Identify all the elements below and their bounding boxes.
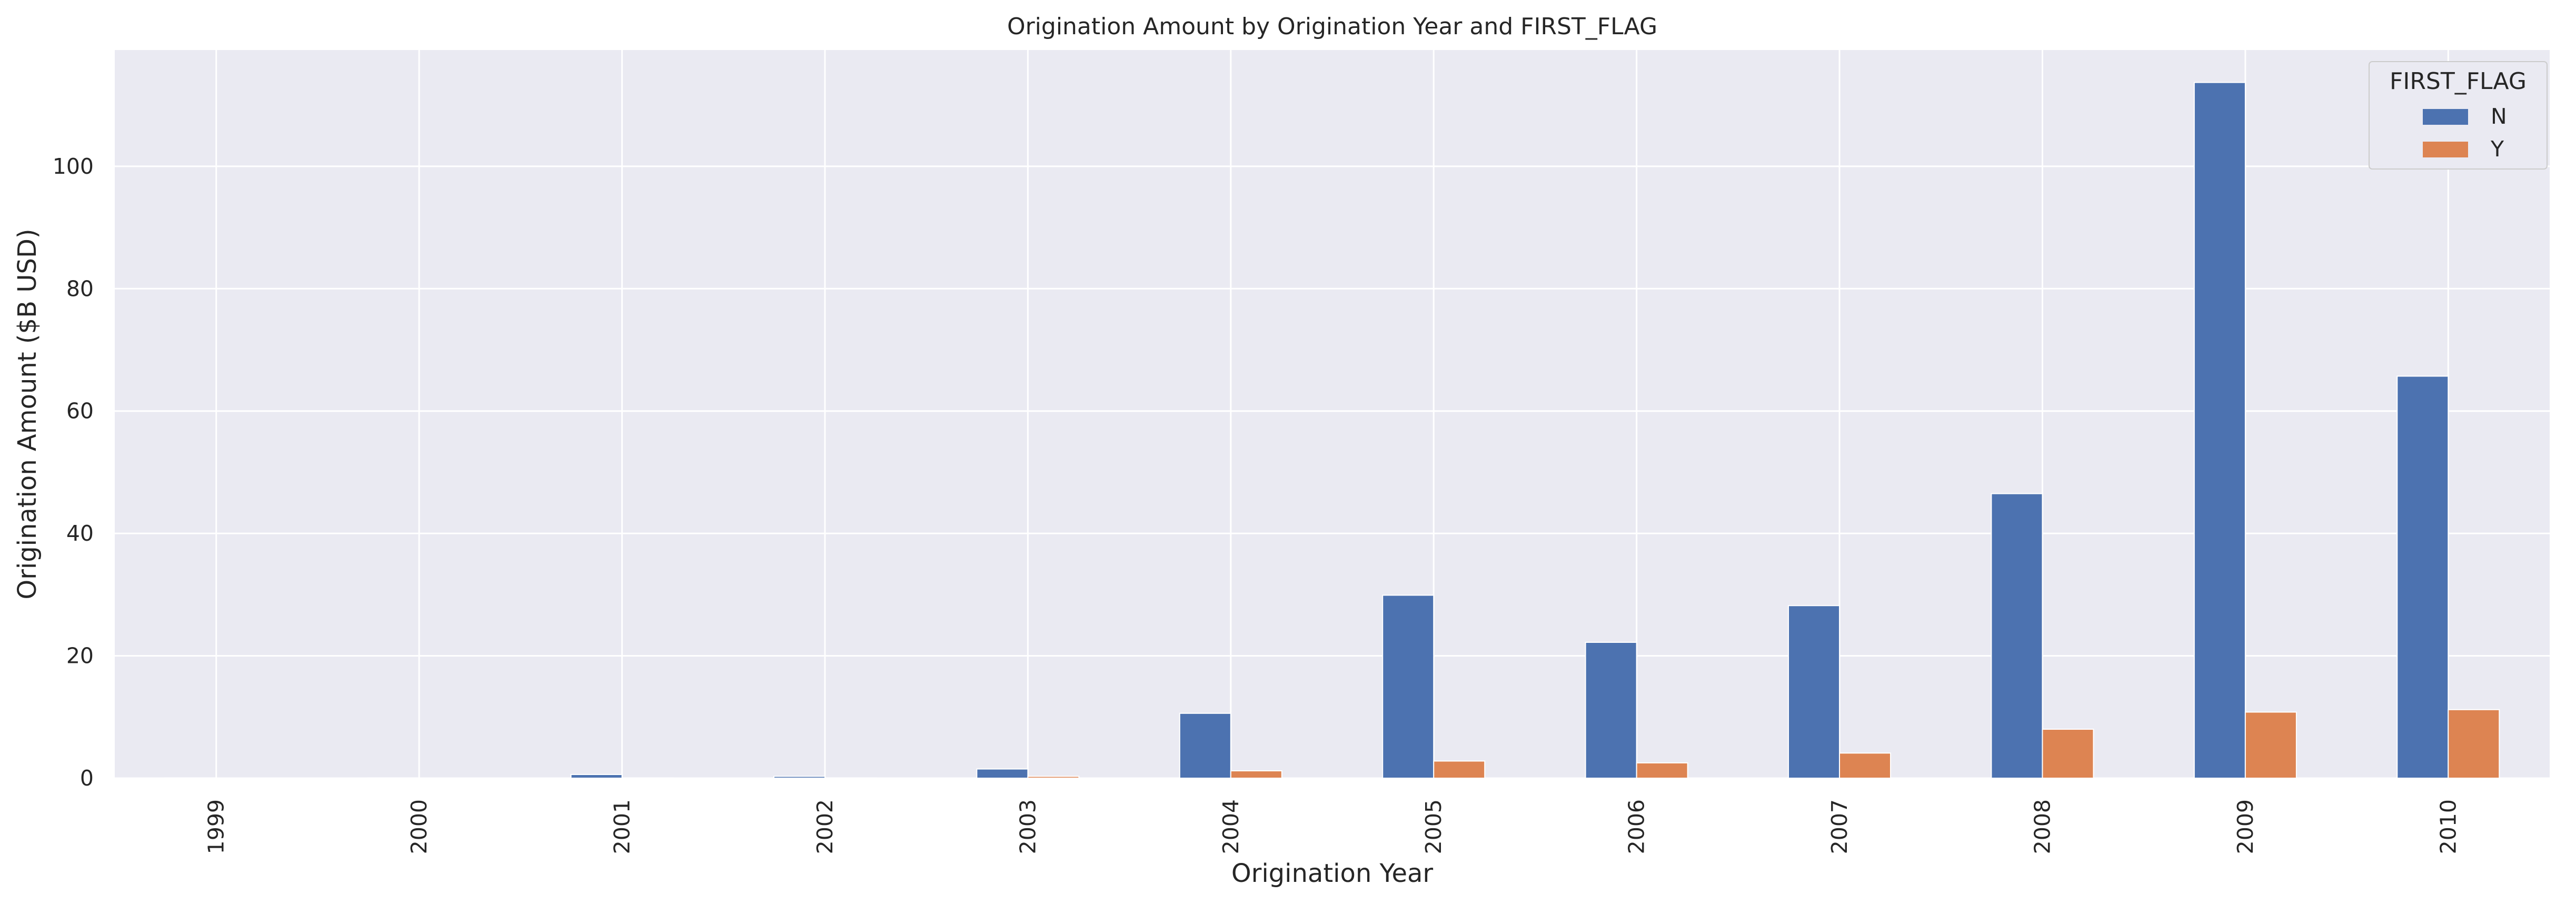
x-tick-label: 1999: [204, 799, 229, 854]
bar-N-2010: [2397, 376, 2448, 778]
y-tick-label: 80: [66, 276, 94, 301]
bar-N-2006: [1586, 642, 1637, 778]
bar-Y-2003: [1028, 777, 1079, 778]
bar-Y-2009: [2245, 712, 2296, 778]
bar-Y-2007: [1839, 753, 1891, 778]
x-axis-ticks: 1999 2000 2001 2002 2003 2004 2005 2006 2007 2008…: [204, 799, 2461, 854]
bar-Y-2004: [1231, 771, 1282, 778]
bar-N-2009: [2194, 83, 2245, 778]
plot-area: [115, 50, 2550, 778]
chart-title: Origination Amount by Origination Year a…: [1007, 13, 1657, 40]
x-tick-label: 2003: [1015, 799, 1040, 854]
bar-Y-2005: [1434, 761, 1485, 778]
x-tick-label: 2004: [1218, 799, 1244, 854]
bar-Y-2010: [2448, 710, 2499, 778]
x-tick-label: 2002: [812, 799, 838, 854]
legend-label-Y: Y: [2490, 136, 2504, 162]
x-tick-label: 2001: [610, 799, 635, 854]
bar-Y-2008: [2042, 729, 2093, 778]
x-axis-label: Origination Year: [1231, 859, 1434, 888]
legend-title: FIRST_FLAG: [2390, 68, 2527, 95]
bar-N-2004: [1180, 713, 1231, 778]
legend-swatch-Y: [2423, 142, 2468, 157]
bar-N-2001: [571, 774, 622, 778]
x-tick-label: 2007: [1827, 799, 1852, 854]
bar-N-2002: [774, 777, 825, 778]
y-axis-label: Origination Amount ($B USD): [13, 229, 42, 599]
x-tick-label: 2008: [2030, 799, 2055, 854]
bar-N-2008: [1991, 494, 2042, 778]
legend-swatch-N: [2423, 109, 2468, 125]
x-tick-label: 2006: [1624, 799, 1649, 854]
x-tick-label: 2009: [2233, 799, 2258, 854]
legend-label-N: N: [2491, 104, 2507, 129]
x-tick-label: 2000: [406, 799, 432, 854]
y-tick-label: 100: [53, 154, 94, 179]
x-tick-label: 2010: [2435, 799, 2461, 854]
y-tick-label: 20: [66, 643, 94, 669]
y-tick-label: 60: [66, 399, 94, 424]
bar-N-2007: [1788, 605, 1839, 778]
y-axis-ticks: 0 20 40 60 80 100: [53, 154, 94, 791]
bar-N-2005: [1383, 595, 1434, 778]
y-tick-label: 40: [66, 521, 94, 546]
legend: FIRST_FLAG NY: [2369, 62, 2547, 169]
y-tick-label: 0: [80, 766, 94, 791]
x-tick-label: 2005: [1421, 799, 1446, 854]
bar-Y-2006: [1637, 763, 1688, 778]
bar-N-2003: [977, 769, 1028, 778]
